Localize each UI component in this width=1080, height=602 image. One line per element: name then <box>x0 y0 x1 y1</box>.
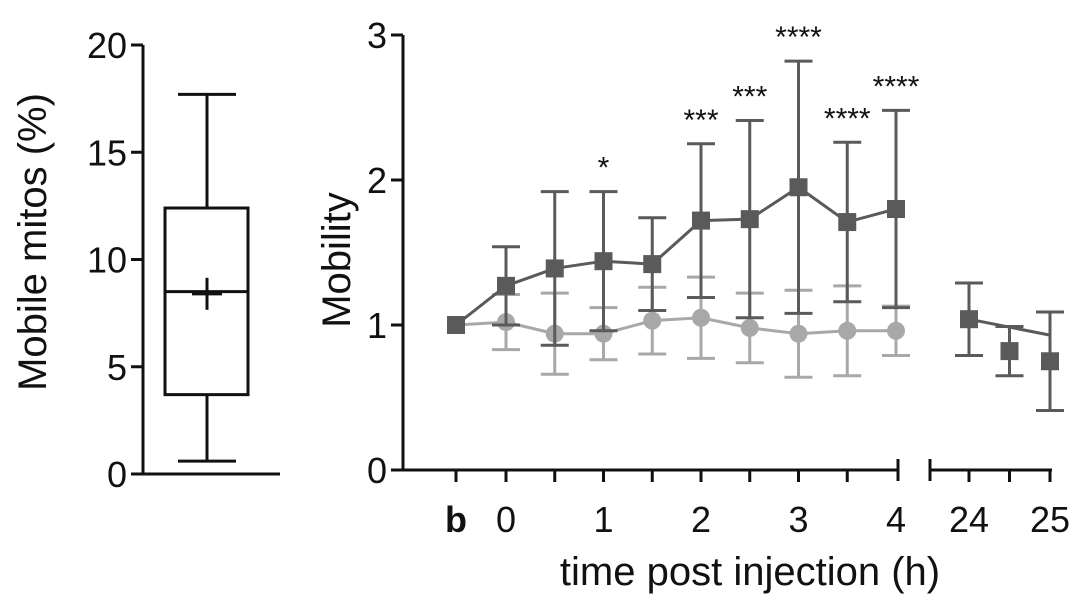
significance-label: **** <box>824 102 871 135</box>
line-x-tick-label: 24 <box>949 499 989 540</box>
data-point-circle <box>740 318 759 337</box>
box-y-tick-label: 20 <box>87 25 127 66</box>
significance-label: * <box>598 152 610 185</box>
data-point-circle <box>838 321 857 340</box>
series-late-trend <box>968 317 1051 337</box>
boxplot-y-ticks: 0 5 10 15 20 <box>87 25 143 495</box>
box-y-tick-label: 0 <box>107 454 127 495</box>
line-x-label: time post injection (h) <box>560 550 940 594</box>
significance-label: *** <box>732 81 767 114</box>
data-point-square <box>1000 342 1019 361</box>
data-point-square <box>447 316 465 334</box>
data-point-square <box>1041 352 1059 371</box>
series-dark-line <box>455 185 897 327</box>
data-point-circle <box>692 308 710 327</box>
line-x-tick-label: 2 <box>691 499 711 540</box>
data-point-square <box>545 259 564 278</box>
data-point-square <box>960 310 978 329</box>
data-point-square <box>692 211 710 230</box>
line-x-tick-label: 3 <box>788 499 808 540</box>
significance-labels: ******************* <box>598 21 920 185</box>
line-y-tick-label: 3 <box>367 15 387 56</box>
significance-label: **** <box>873 70 920 103</box>
data-point-square <box>789 178 808 197</box>
series-light-line <box>455 316 896 336</box>
data-point-square <box>497 276 515 295</box>
series-light-circles <box>447 275 910 379</box>
line-y-tick-label: 1 <box>367 305 387 346</box>
line-y-label: Mobility <box>315 192 359 328</box>
boxplot-marks <box>163 92 250 463</box>
data-point-circle <box>789 324 808 343</box>
box-iqr <box>163 206 250 397</box>
data-point-circle <box>643 311 662 330</box>
line-x-tick-label: 25 <box>1030 499 1070 540</box>
data-point-square <box>643 255 662 274</box>
line-x-tick-label: 1 <box>593 499 613 540</box>
line-x-tick-label: 4 <box>886 499 906 540</box>
box-y-tick-label: 5 <box>107 347 127 388</box>
line-y-tick-label: 2 <box>367 160 387 201</box>
data-point-circle <box>887 321 905 340</box>
line-x-ticks: b 0 1 2 3 4 24 25 <box>445 470 1070 540</box>
line-x-tick-label: 0 <box>496 499 516 540</box>
data-point-square <box>594 252 613 271</box>
line-x-tick-label: b <box>445 499 467 540</box>
box-y-tick-label: 10 <box>87 240 127 281</box>
series-dark-squares-late <box>955 281 1064 413</box>
series-dark-squares <box>447 59 910 347</box>
significance-label: **** <box>775 21 822 54</box>
box-y-tick-label: 15 <box>87 132 127 173</box>
boxplot-y-label: Mobile mitos (%) <box>11 93 55 391</box>
data-point-square <box>838 213 857 232</box>
boxplot-panel: 0 5 10 15 20 Mobile mitos (%) <box>11 25 280 495</box>
significance-label: *** <box>683 104 718 137</box>
data-point-square <box>887 200 905 218</box>
data-point-circle <box>594 324 613 343</box>
line-y-ticks: 0 1 2 3 <box>367 15 403 491</box>
data-point-square <box>740 210 759 229</box>
line-y-tick-label: 0 <box>367 450 387 491</box>
